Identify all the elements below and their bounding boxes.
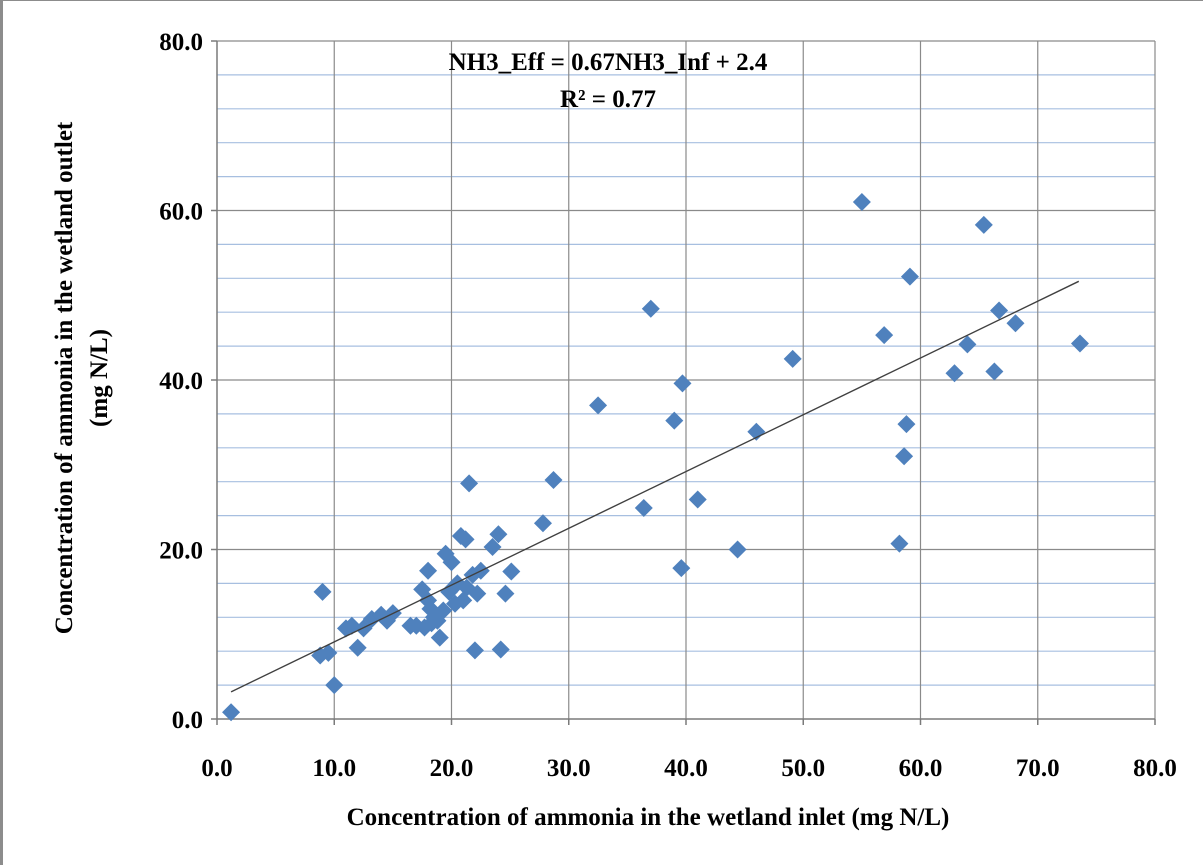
data-point	[990, 301, 1009, 320]
data-point	[483, 537, 502, 556]
y-tick-labels: 0.0 20.0 40.0 60.0 80.0	[159, 29, 203, 734]
data-point	[434, 601, 453, 620]
x-tick-label: 30.0	[547, 755, 591, 782]
data-point	[945, 364, 964, 383]
x-tick-label: 40.0	[664, 755, 708, 782]
trendline-group	[230, 280, 1080, 693]
data-point	[747, 422, 766, 441]
data-point	[974, 215, 993, 234]
x-tick-label: 70.0	[1016, 755, 1060, 782]
axes	[211, 40, 1156, 725]
data-point	[544, 471, 563, 490]
y-tick-label: 0.0	[172, 707, 203, 734]
x-tick-label: 80.0	[1133, 755, 1177, 782]
data-point	[897, 415, 916, 434]
data-point	[533, 514, 552, 533]
y-axis-title-line1: Concentration of ammonia in the wetland …	[51, 121, 78, 634]
data-point	[728, 540, 747, 559]
trendline-equation: NH3_Eff = 0.67NH3_Inf + 2.4	[449, 49, 768, 76]
data-point	[489, 525, 508, 544]
data-point	[319, 643, 338, 662]
data-point	[688, 490, 707, 509]
data-point	[468, 584, 487, 603]
x-tick-label: 0.0	[201, 755, 232, 782]
data-point	[958, 335, 977, 354]
data-point	[465, 641, 484, 660]
data-point	[325, 676, 344, 695]
data-points	[222, 193, 1089, 722]
y-tick-label: 40.0	[159, 368, 203, 395]
data-point	[460, 474, 479, 493]
data-point	[348, 638, 367, 657]
data-point	[454, 591, 473, 610]
data-point	[890, 534, 909, 553]
data-point	[852, 193, 871, 212]
data-point	[665, 411, 684, 430]
x-tick-label: 20.0	[430, 755, 474, 782]
data-point	[222, 703, 241, 722]
data-point	[634, 498, 653, 517]
data-point	[1006, 314, 1025, 333]
data-point	[589, 396, 608, 415]
x-tick-labels: 0.0 10.0 20.0 30.0 40.0 50.0 60.0 70.0 80.0	[201, 755, 1177, 782]
data-point	[442, 553, 461, 572]
data-point	[672, 559, 691, 578]
y-axis-title-line2: (mg N/L)	[86, 329, 113, 427]
data-point	[641, 299, 660, 318]
data-point	[783, 349, 802, 368]
data-point	[673, 374, 692, 393]
data-point	[1070, 334, 1089, 353]
trendline	[230, 280, 1080, 693]
data-point	[419, 561, 438, 580]
data-point	[342, 616, 361, 635]
trendline-r2: R² = 0.77	[560, 86, 656, 113]
y-tick-label: 80.0	[159, 29, 203, 56]
data-point	[875, 326, 894, 345]
data-point	[456, 530, 475, 549]
x-tick-label: 60.0	[899, 755, 943, 782]
data-point	[313, 582, 332, 601]
data-point	[900, 267, 919, 286]
data-point	[895, 447, 914, 466]
x-tick-label: 10.0	[312, 755, 356, 782]
x-tick-label: 50.0	[781, 755, 825, 782]
y-tick-label: 20.0	[159, 538, 203, 565]
data-point	[430, 628, 449, 647]
data-point	[496, 584, 515, 603]
data-point	[502, 562, 521, 581]
data-point	[985, 362, 1004, 381]
data-point	[491, 640, 510, 659]
y-tick-label: 60.0	[159, 199, 203, 226]
x-axis-title: Concentration of ammonia in the wetland …	[347, 804, 950, 831]
